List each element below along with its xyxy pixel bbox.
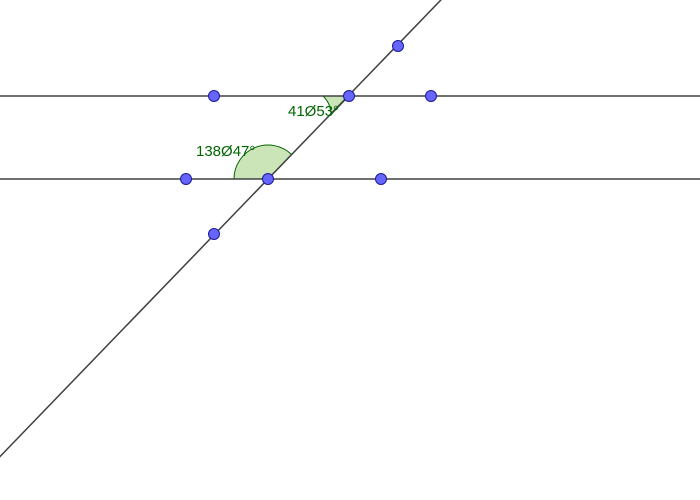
angle-label-large: 138Ø47° <box>196 143 255 160</box>
transversal-line <box>0 0 700 500</box>
point[interactable] <box>263 174 274 185</box>
angle-label-small: 41Ø53° <box>288 103 339 120</box>
point[interactable] <box>209 91 220 102</box>
point[interactable] <box>181 174 192 185</box>
point[interactable] <box>376 174 387 185</box>
point[interactable] <box>344 91 355 102</box>
geometry-canvas <box>0 0 700 500</box>
point[interactable] <box>393 41 404 52</box>
point[interactable] <box>209 229 220 240</box>
point[interactable] <box>426 91 437 102</box>
